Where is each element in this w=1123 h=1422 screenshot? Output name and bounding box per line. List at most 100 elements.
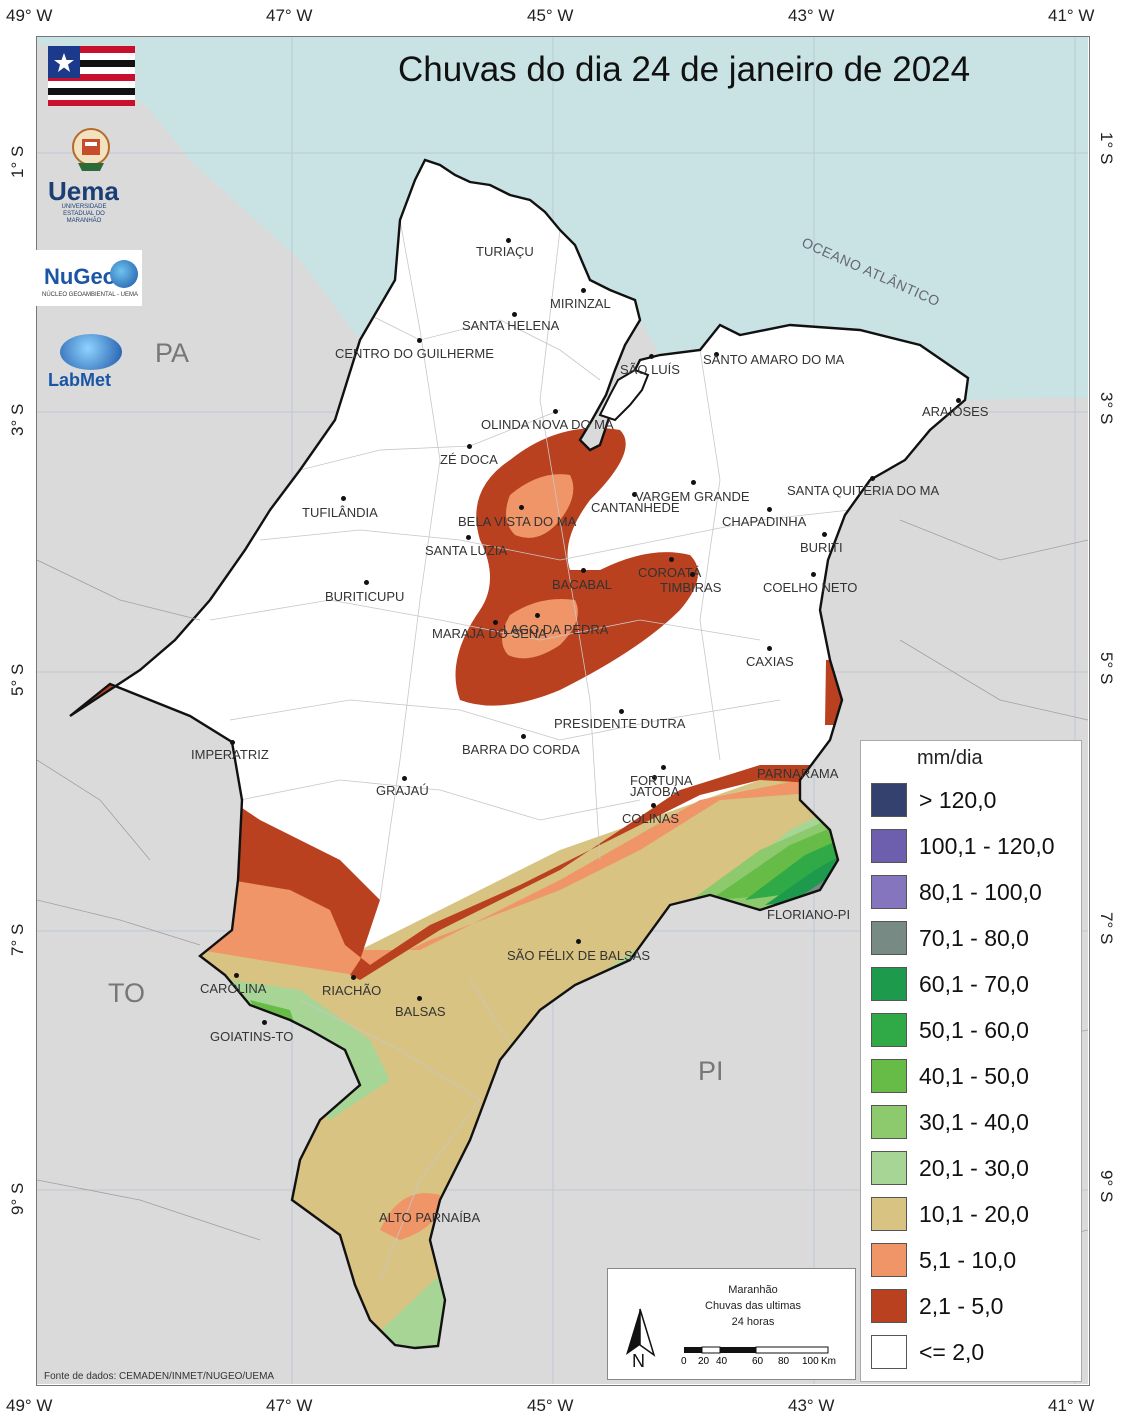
city-marker <box>402 776 407 781</box>
lon-label-top: 41° W <box>1048 6 1095 25</box>
city-label: SÃO LUÍS <box>620 362 680 377</box>
city-marker <box>714 352 719 357</box>
city-label: OLINDA NOVA DO MA <box>481 417 614 432</box>
sao-luis-island <box>598 368 650 422</box>
legend: mm/dia > 120,0 100,1 - 120,0 80,1 - 100,… <box>860 740 1082 1382</box>
rain-zone-5-10 <box>180 780 850 975</box>
city-label: PARNARAMA <box>757 766 839 781</box>
legend-title: mm/dia <box>917 747 983 769</box>
city-marker <box>767 507 772 512</box>
legend-swatch <box>871 829 907 863</box>
city-label: CHAPADINHA <box>722 514 807 529</box>
legend-swatch <box>871 1335 907 1369</box>
city-marker <box>341 496 346 501</box>
scale-tick: 0 <box>681 1356 687 1367</box>
legend-swatch <box>871 1151 907 1185</box>
city-marker <box>691 480 696 485</box>
info-line-1: Maranhão <box>728 1284 778 1296</box>
city-marker <box>230 740 235 745</box>
city-label: ZÉ DOCA <box>440 452 498 467</box>
city-marker <box>652 775 657 780</box>
scale-tick: 100 <box>802 1356 819 1367</box>
city-marker <box>811 572 816 577</box>
city-marker <box>466 535 471 540</box>
lon-label-top: 49° W <box>6 6 53 25</box>
city-label: TURIAÇU <box>476 244 534 259</box>
city-marker <box>576 939 581 944</box>
city-label: COELHO NETO <box>763 580 858 595</box>
city-marker <box>956 398 961 403</box>
city-label: BALSAS <box>395 1004 446 1019</box>
legend-label: 100,1 - 120,0 <box>919 833 1055 859</box>
city-marker <box>649 354 654 359</box>
city-marker <box>519 505 524 510</box>
legend-swatch <box>871 783 907 817</box>
legend-swatch <box>871 921 907 955</box>
city-marker <box>581 288 586 293</box>
uema-logo-subtitle: UNIVERSIDADE ESTADUAL DO MARANHÃO <box>61 204 107 224</box>
state-label-pi: PI <box>698 1056 724 1086</box>
city-marker <box>870 476 875 481</box>
legend-swatch <box>871 1059 907 1093</box>
city-label: SANTO AMARO DO MA <box>703 352 845 367</box>
city-marker <box>690 572 695 577</box>
city-label: GRAJAÚ <box>376 783 429 798</box>
legend-swatch <box>871 967 907 1001</box>
city-label: CAXIAS <box>746 654 794 669</box>
ocean <box>37 37 1088 400</box>
city-label: RIACHÃO <box>322 983 382 998</box>
city-label: ARAIOSES <box>922 404 989 419</box>
map-info-text: Maranhão Chuvas das ultimas 24 horas <box>668 1282 838 1330</box>
city-label: BACABAL <box>552 577 612 592</box>
city-marker <box>619 709 624 714</box>
rain-zone-5-10-central-b <box>501 599 578 659</box>
legend-label: 30,1 - 40,0 <box>919 1109 1029 1135</box>
city-marker <box>767 646 772 651</box>
rain-zone-2-5-south <box>200 765 850 980</box>
city-marker <box>234 973 239 978</box>
legend-label: > 120,0 <box>919 787 997 813</box>
uema-logo-text: Uema <box>48 176 119 206</box>
city-label: MIRINZAL <box>550 296 611 311</box>
scale-bar <box>684 1346 829 1354</box>
labmet-logo: LabMet <box>46 332 134 396</box>
state-label-to: TO <box>108 978 146 1008</box>
labmet-logo-text: LabMet <box>48 370 111 390</box>
city-label: IMPERATRIZ <box>191 747 269 762</box>
city-marker <box>651 803 656 808</box>
rain-zone-5-10-central-a <box>506 474 574 538</box>
city-marker <box>581 568 586 573</box>
city-marker <box>632 492 637 497</box>
city-label: BURITI <box>800 540 843 555</box>
labmet-globe-icon <box>60 334 122 370</box>
lon-label-bottom: 47° W <box>266 1396 313 1415</box>
legend-swatch <box>871 1243 907 1277</box>
legend-swatch <box>871 1289 907 1323</box>
city-label: BELA VISTA DO MA <box>458 514 577 529</box>
legend-swatch <box>871 875 907 909</box>
city-marker <box>493 620 498 625</box>
city-marker <box>364 580 369 585</box>
city-label: JATOBÁ <box>630 784 680 799</box>
city-marker <box>553 409 558 414</box>
state-label-pa: PA <box>155 338 190 368</box>
legend-swatch <box>871 1197 907 1231</box>
city-label: TUFILÂNDIA <box>302 505 378 520</box>
city-marker <box>822 532 827 537</box>
city-label: COLINAS <box>622 811 680 826</box>
city-marker <box>467 444 472 449</box>
north-arrow-icon <box>626 1308 656 1357</box>
city-label: SANTA QUITÉRIA DO MA <box>787 483 940 498</box>
legend-label: 50,1 - 60,0 <box>919 1017 1029 1043</box>
city-label: COROATÁ <box>638 565 702 580</box>
city-label: TIMBIRAS <box>660 580 722 595</box>
city-marker <box>506 238 511 243</box>
city-marker <box>262 1020 267 1025</box>
map-info-box: Maranhão Chuvas das ultimas 24 horas N 0… <box>607 1268 856 1380</box>
city-label: CENTRO DO GUILHERME <box>335 346 494 361</box>
data-source-note: Fonte de dados: CEMADEN/INMET/NUGEO/UEMA <box>44 1371 275 1382</box>
scale-tick: 60 <box>752 1356 764 1367</box>
city-label: SANTA HELENA <box>462 318 560 333</box>
lon-label-top: 45° W <box>527 6 574 25</box>
